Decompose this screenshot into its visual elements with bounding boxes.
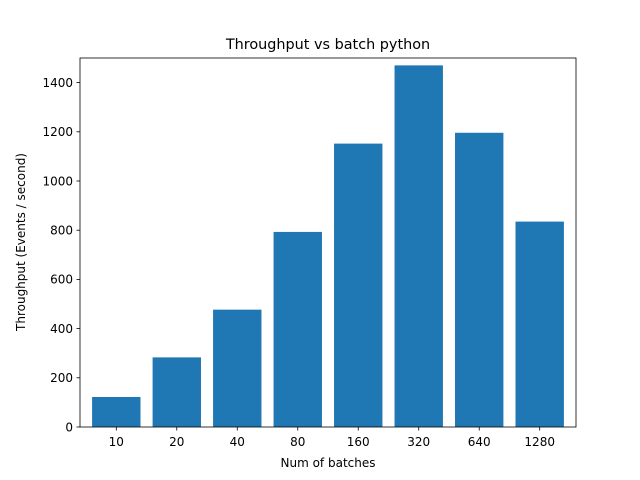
y-tick-label-200: 200 (50, 371, 73, 385)
bar-80 (273, 231, 322, 427)
bar-160 (334, 143, 383, 428)
x-tick-label-160: 160 (347, 435, 370, 449)
x-axis-label: Num of batches (281, 456, 376, 470)
x-tick-label-20: 20 (169, 435, 184, 449)
y-tick-label-1000: 1000 (42, 174, 73, 188)
y-tick-label-600: 600 (50, 273, 73, 287)
bar-320 (394, 65, 443, 427)
y-tick-label-1400: 1400 (42, 76, 73, 90)
x-tick-label-320: 320 (407, 435, 430, 449)
x-tick-label-1280: 1280 (524, 435, 555, 449)
axes-frame (79, 57, 577, 428)
chart-title: Throughput vs batch python (225, 37, 430, 53)
bar-640 (455, 132, 504, 427)
y-tick-label-0: 0 (65, 420, 73, 434)
y-tick-label-800: 800 (50, 224, 73, 238)
x-tick-label-40: 40 (230, 435, 245, 449)
bar-1280 (515, 221, 564, 427)
y-tick-label-1200: 1200 (42, 125, 73, 139)
plot-area: 10 20 40 80 160 320 640 1280 0 200 400 600 800 1000 12… (42, 57, 577, 449)
x-tick-label-10: 10 (109, 435, 124, 449)
y-tick-label-400: 400 (50, 322, 73, 336)
y-axis-label: Throughput (Events / second) (14, 153, 28, 332)
x-tick-label-640: 640 (468, 435, 491, 449)
bar-40 (213, 309, 262, 427)
bar-20 (152, 357, 201, 427)
bar-10 (92, 396, 141, 427)
x-tick-label-80: 80 (290, 435, 305, 449)
